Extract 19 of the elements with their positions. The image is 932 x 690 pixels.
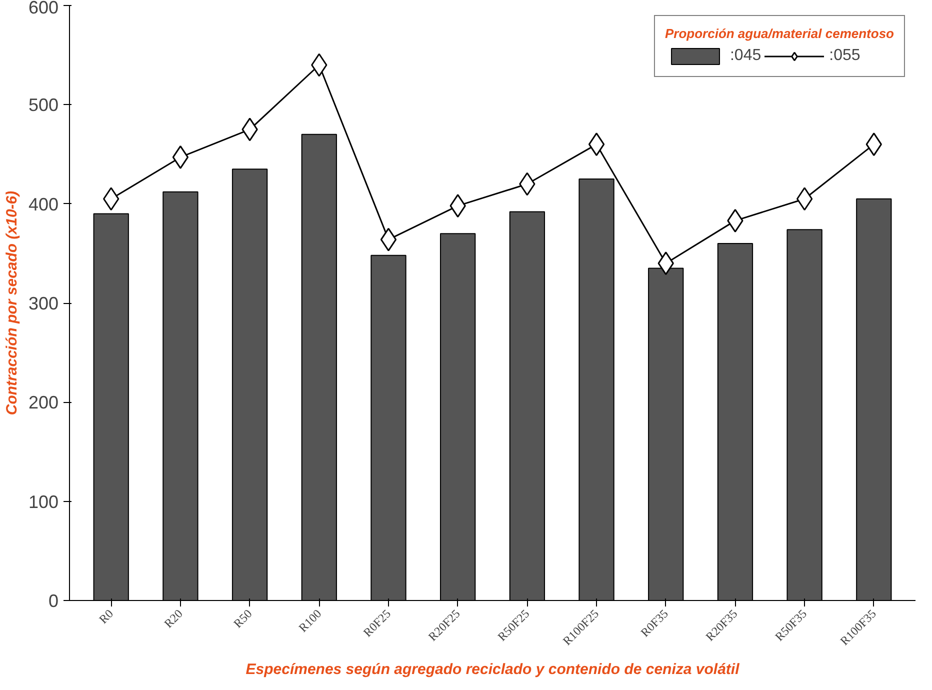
x-tick-label: R50 (230, 606, 255, 631)
y-tick-label: 100 (28, 492, 59, 512)
y-tick-label: 600 (28, 0, 59, 18)
legend-label: :055 (829, 47, 860, 65)
point (588, 132, 605, 156)
point (380, 228, 397, 252)
x-tick-label: R20 (161, 606, 186, 631)
y-tick-label: 400 (28, 194, 59, 214)
legend-label: :045 (730, 47, 762, 65)
x-tick-label: R0 (96, 606, 116, 626)
point (796, 187, 813, 211)
y-axis-title: Contracción por secado (x10-6) (3, 190, 20, 416)
y-tick-label: 300 (28, 294, 59, 314)
point (172, 145, 189, 169)
legend-title: Proporción agua/material cementoso (664, 26, 894, 41)
y-tick-label: 500 (28, 95, 59, 116)
y-tick-label: 200 (28, 392, 59, 413)
y-tick-label: 0 (48, 591, 59, 611)
x-axis-title: Especímenes según agregado reciclado y contenido de ceniza volátil (246, 660, 740, 678)
